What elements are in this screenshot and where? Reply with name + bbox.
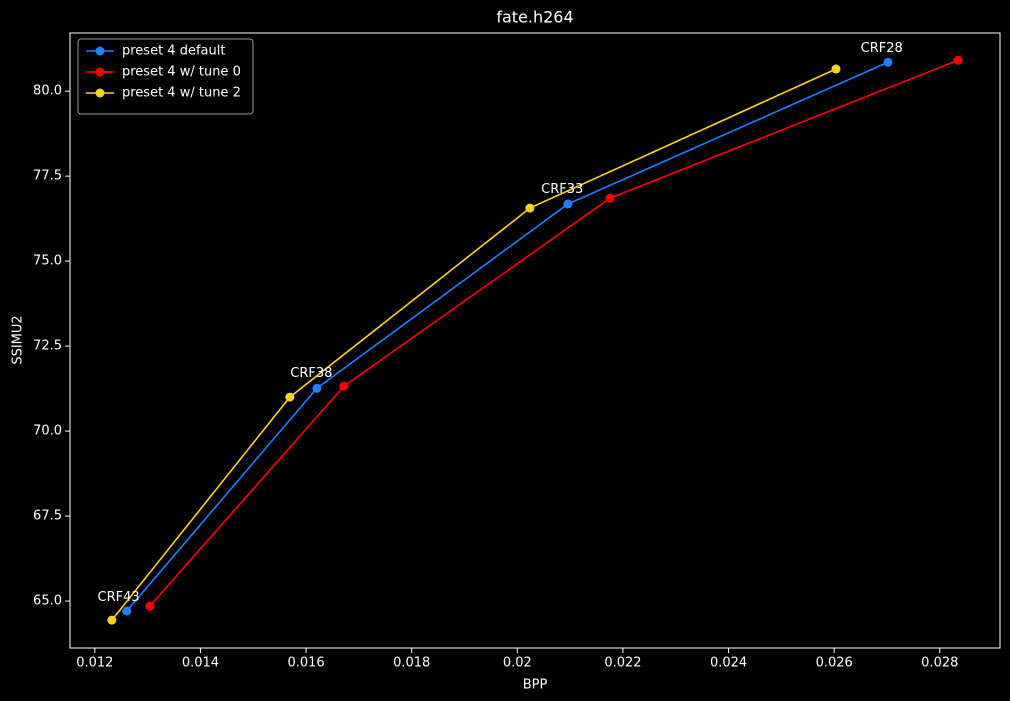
x-tick-label: 0.018	[393, 656, 430, 671]
data-point	[883, 57, 893, 67]
x-tick-label: 0.026	[816, 656, 853, 671]
x-tick-label: 0.014	[182, 656, 219, 671]
x-tick-label: 0.012	[76, 656, 113, 671]
x-tick-label: 0.028	[921, 656, 958, 671]
data-point	[953, 55, 963, 65]
data-point	[122, 606, 132, 616]
chart-title: fate.h264	[496, 8, 573, 27]
y-tick-label: 70.0	[33, 424, 62, 439]
data-point	[339, 381, 349, 391]
data-point	[285, 392, 295, 402]
y-tick-label: 75.0	[33, 254, 62, 269]
plot-frame	[69, 32, 1001, 649]
legend-label: preset 4 default	[122, 44, 225, 59]
data-point	[107, 615, 117, 625]
data-point	[605, 193, 615, 203]
y-tick-label: 65.0	[33, 594, 62, 609]
legend-box	[77, 38, 254, 115]
legend-marker	[95, 88, 105, 98]
x-tick-label: 0.022	[604, 656, 641, 671]
data-point	[145, 601, 155, 611]
data-point	[525, 203, 535, 213]
x-tick-label: 0.024	[710, 656, 747, 671]
series-line	[149, 59, 959, 607]
data-point	[312, 383, 322, 393]
x-tick-label: 0.016	[287, 656, 324, 671]
legend-marker	[95, 67, 105, 77]
annotation: CRF28	[861, 41, 903, 56]
data-point	[831, 64, 841, 74]
series-line	[126, 61, 889, 612]
y-tick-label: 67.5	[33, 509, 62, 524]
y-tick-label: 80.0	[33, 84, 62, 99]
legend-marker	[95, 46, 105, 56]
annotation: CRF43	[98, 590, 140, 605]
annotation: CRF38	[290, 366, 332, 381]
annotation: CRF33	[541, 182, 583, 197]
legend-label: preset 4 w/ tune 0	[122, 65, 241, 80]
legend-label: preset 4 w/ tune 2	[122, 86, 241, 101]
series-line	[111, 68, 837, 621]
data-point	[563, 199, 573, 209]
y-axis-label: SSIMU2	[11, 315, 26, 364]
y-tick-label: 72.5	[33, 339, 62, 354]
x-axis-label: BPP	[523, 678, 548, 693]
y-tick-label: 77.5	[33, 169, 62, 184]
x-tick-label: 0.02	[503, 656, 532, 671]
